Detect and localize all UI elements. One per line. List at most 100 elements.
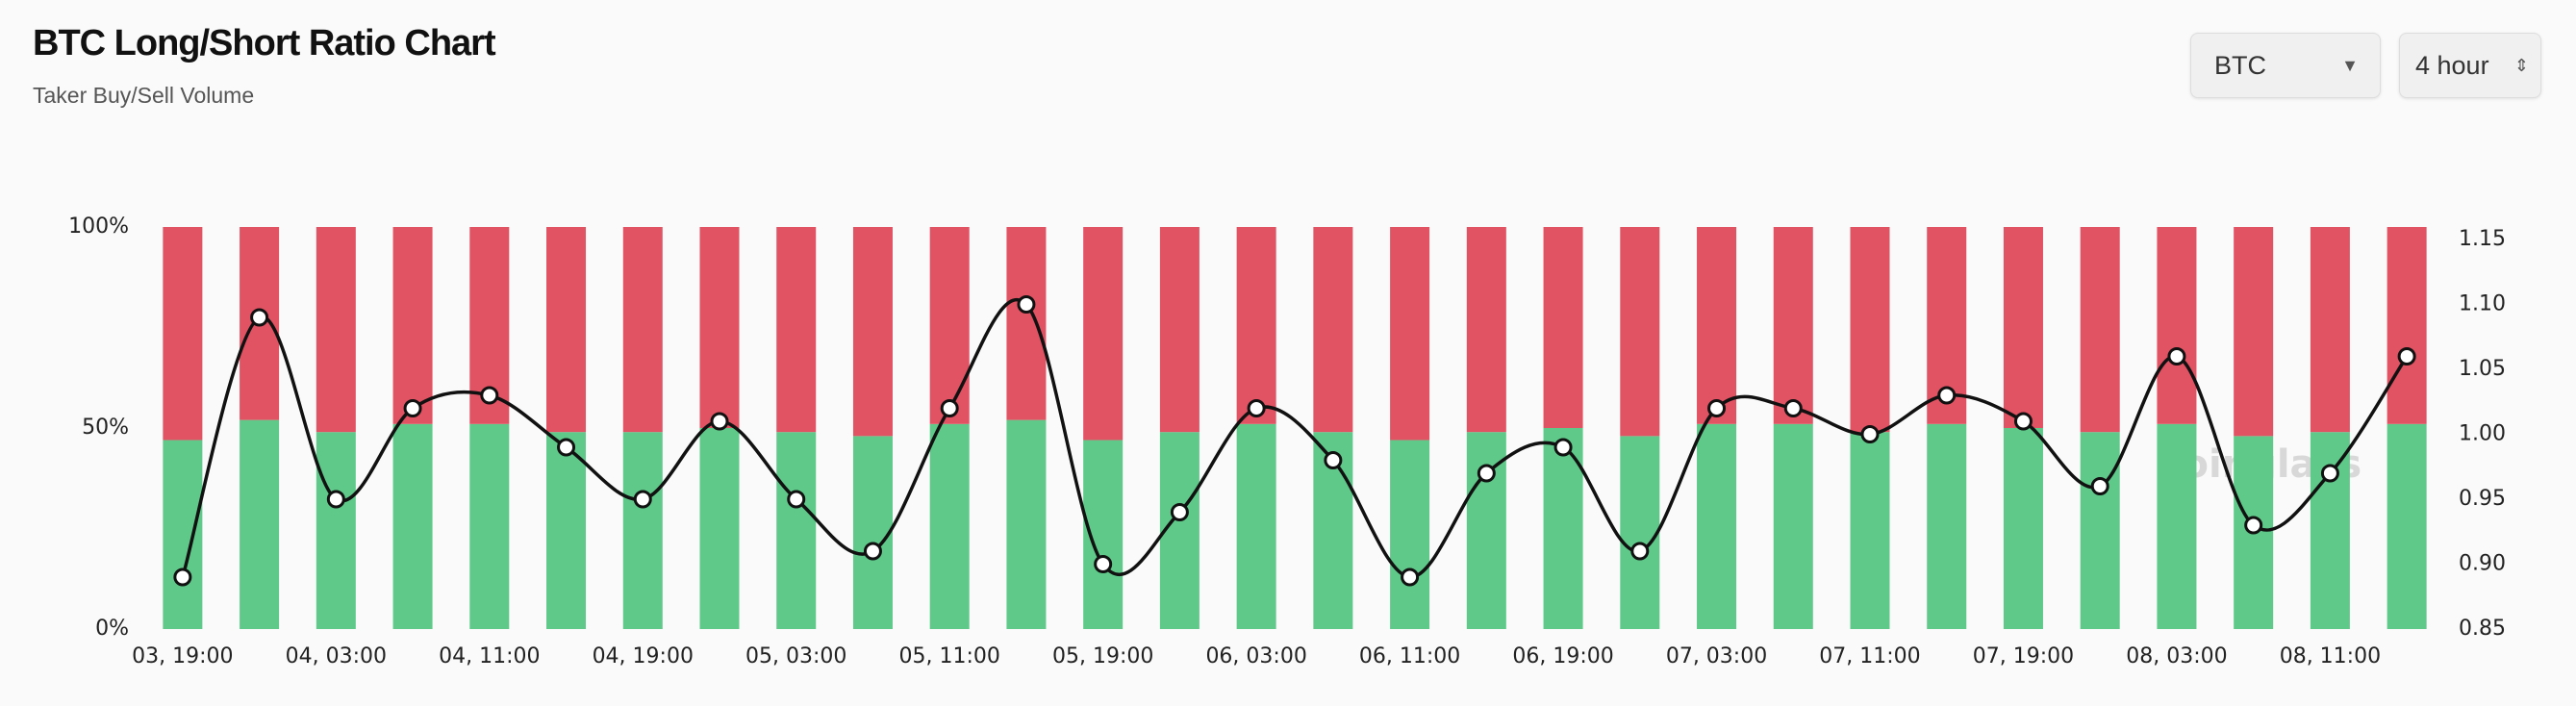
bar-segment (776, 227, 817, 433)
ratio-point (326, 490, 345, 509)
bar-segment (163, 440, 203, 629)
ratio-point (2167, 347, 2186, 366)
y2-tick-label: 1.00 (2459, 422, 2506, 446)
y-tick-label: 100% (68, 214, 129, 239)
x-tick-label: 04, 11:00 (439, 644, 540, 668)
bar-segment (2003, 428, 2043, 629)
ratio-line (181, 298, 2409, 579)
ratio-point (480, 386, 499, 405)
ratio-point (1324, 451, 1343, 469)
y2-tick-label: 1.05 (2459, 357, 2506, 381)
bar-segment (546, 432, 587, 629)
bar-segment (1543, 227, 1583, 428)
subtitle: Taker Buy/Sell Volume (33, 83, 255, 108)
bar-segment (1773, 423, 1813, 629)
y2-tick-label: 0.90 (2459, 552, 2506, 576)
bar-segment (2157, 227, 2197, 424)
bar-segment (2387, 227, 2427, 424)
x-tick-label: 03, 19:00 (132, 644, 233, 668)
bar-segment (2310, 227, 2350, 433)
symbol-select[interactable]: BTC ▼ (2190, 33, 2381, 98)
ratio-point (2090, 477, 2109, 495)
bar-segment (699, 227, 740, 428)
interval-value: 4 hour (2415, 51, 2489, 80)
x-tick-label: 05, 11:00 (899, 644, 1000, 668)
x-tick-label: 06, 11:00 (1359, 644, 1460, 668)
x-tick-label: 08, 11:00 (2280, 644, 2381, 668)
bar-segment (1006, 419, 1047, 629)
bar-segment (240, 419, 280, 629)
ratio-point (710, 412, 729, 431)
bar-segment (163, 227, 203, 441)
ratio-point (1860, 425, 1880, 443)
y2-tick-label: 1.15 (2459, 227, 2506, 251)
bar-segment (852, 436, 893, 629)
y-tick-label: 0% (95, 617, 129, 641)
ratio-point (633, 490, 652, 509)
ratio-point (1477, 464, 1496, 483)
x-tick-label: 05, 03:00 (745, 644, 846, 668)
ratio-point (1170, 503, 1189, 521)
bar-segment (469, 423, 510, 629)
bar-segment (1620, 227, 1660, 437)
bar-segment (392, 423, 433, 629)
ratio-point (1783, 399, 1803, 417)
ratio-point (1553, 438, 1573, 457)
bar-segment (852, 227, 893, 437)
x-tick-label: 06, 03:00 (1205, 644, 1306, 668)
ratio-point (1401, 567, 1420, 587)
x-tick-label: 05, 19:00 (1052, 644, 1153, 668)
bar-segment (1773, 227, 1813, 424)
ratio-point (940, 399, 959, 417)
x-tick-label: 07, 03:00 (1666, 644, 1767, 668)
ratio-point (787, 490, 806, 509)
bar-segment (2234, 227, 2274, 437)
bar-segment (1313, 227, 1353, 433)
bar-segment (2157, 423, 2197, 629)
bar-segment (929, 423, 970, 629)
ratio-point (2013, 412, 2033, 431)
ratio-point (2244, 516, 2263, 535)
bar-segment (699, 428, 740, 629)
bar-segment (2003, 227, 2043, 428)
y-tick-label: 50% (82, 416, 129, 440)
ratio-point (173, 567, 192, 587)
bar-segment (1466, 227, 1506, 433)
x-tick-label: 06, 19:00 (1512, 644, 1613, 668)
ratio-point (2320, 464, 2339, 483)
dropdown-arrow: ▼ (2341, 56, 2359, 75)
bar-segment (776, 432, 817, 629)
ratio-point (1707, 399, 1727, 417)
spinner-arrows: ⇕ (2513, 56, 2529, 75)
bar-segment (929, 227, 970, 424)
ratio-point (403, 399, 422, 417)
ratio-point (1937, 386, 1957, 405)
ratio-point (863, 542, 882, 561)
bar-segment (1697, 227, 1737, 424)
y2-tick-label: 0.85 (2459, 617, 2506, 641)
bar-segment (1850, 432, 1890, 629)
bar-segment (1390, 227, 1430, 441)
bar-segment (392, 227, 433, 424)
bar-segment (316, 227, 356, 433)
bar-segment (1236, 423, 1276, 629)
bar-segment (622, 432, 663, 629)
bar-segment (546, 227, 587, 433)
ratio-point (1017, 295, 1036, 314)
title: BTC Long/Short Ratio Chart (33, 23, 496, 63)
bar-segment (1083, 227, 1124, 441)
ratio-point (1094, 555, 1113, 573)
ratio-point (1630, 542, 1650, 561)
bar-segment (2310, 432, 2350, 629)
bar-segment (2080, 227, 2120, 433)
bar-segment (622, 227, 663, 433)
y2-tick-label: 0.95 (2459, 487, 2506, 511)
bar-segment (1390, 440, 1430, 629)
symbol-value: BTC (2214, 51, 2266, 80)
ratio-point (2397, 347, 2416, 366)
bar-segment (1236, 227, 1276, 424)
ratio-point (1247, 399, 1266, 417)
interval-select[interactable]: 4 hour ⇕ (2399, 33, 2541, 98)
